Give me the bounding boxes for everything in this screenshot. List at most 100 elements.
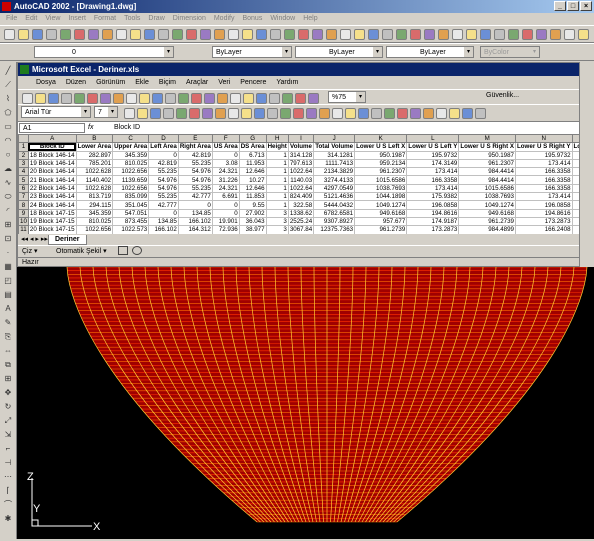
cell[interactable]: 1139.659	[112, 175, 150, 185]
point-tool-icon[interactable]: ·	[6, 248, 10, 257]
cell[interactable]: 6782.6581	[313, 208, 356, 218]
cell[interactable]: Lower U S Right X	[458, 142, 516, 152]
draw-menu[interactable]: Çiz ▾	[22, 248, 38, 255]
scale-tool-icon[interactable]: ⤢	[4, 416, 12, 425]
cell[interactable]: 1022.656	[75, 225, 114, 234]
redo-icon[interactable]	[144, 29, 155, 40]
cell[interactable]: 134.85	[148, 216, 179, 227]
cell[interactable]: 982.798	[571, 167, 579, 177]
cell[interactable]: 175.9382	[406, 192, 460, 202]
cell[interactable]: 1111.7413	[313, 158, 356, 169]
column-header[interactable]: N	[515, 134, 573, 144]
close-button[interactable]: ×	[580, 1, 592, 11]
cell[interactable]: 351.045	[112, 200, 150, 210]
design-center-icon[interactable]	[256, 29, 267, 40]
cell[interactable]: 950.1987	[458, 150, 516, 160]
properties-icon[interactable]	[242, 29, 253, 40]
cell[interactable]: 11.953	[238, 158, 267, 169]
copy-icon[interactable]	[382, 29, 393, 40]
move-tool-icon[interactable]: ✥	[4, 388, 12, 397]
select-all-corner[interactable]	[18, 134, 29, 144]
column-header[interactable]: O	[571, 134, 579, 144]
cell[interactable]: 173.414	[515, 158, 573, 169]
cell[interactable]: 1022.656	[112, 167, 150, 177]
bold-icon[interactable]	[423, 108, 434, 119]
cell[interactable]: 873.455	[112, 216, 150, 227]
cell[interactable]: 1049.1274	[354, 200, 408, 210]
lineweight-dropdown[interactable]: ByLayer ▾	[386, 46, 474, 58]
zoom-realtime-icon[interactable]	[200, 29, 211, 40]
cell[interactable]: 42.777	[177, 192, 213, 202]
cell[interactable]: 55.235	[177, 183, 213, 194]
cell[interactable]: 24.321	[211, 167, 240, 177]
cell[interactable]: 19 Block 146-14	[27, 158, 77, 169]
cell[interactable]: 195.9732	[515, 150, 573, 160]
cell[interactable]: 1022.628	[75, 183, 114, 194]
cell[interactable]: 0	[148, 208, 179, 218]
cell[interactable]: 22 Block 146-14	[27, 183, 77, 194]
font-color-icon[interactable]	[332, 108, 343, 119]
sort-asc-icon[interactable]	[230, 93, 241, 104]
help-icon[interactable]	[284, 29, 295, 40]
preview-icon[interactable]	[60, 29, 71, 40]
cell[interactable]: 835.099	[112, 192, 150, 202]
cell[interactable]: 1	[265, 167, 289, 177]
cell[interactable]: 54.976	[177, 167, 213, 177]
row-header[interactable]: 5	[18, 175, 29, 185]
cell[interactable]: 6.691	[211, 192, 240, 202]
save-icon[interactable]	[32, 29, 43, 40]
merge-icon[interactable]	[202, 108, 213, 119]
zoom-previous-icon[interactable]	[522, 29, 533, 40]
undo-icon[interactable]	[130, 29, 141, 40]
rotate-tool-icon[interactable]: ↻	[4, 402, 12, 411]
rectangle-tool-icon[interactable]: ▭	[4, 122, 12, 131]
cell[interactable]: US Area	[211, 142, 240, 152]
row-header[interactable]: 11	[18, 225, 29, 234]
cell[interactable]: Lower U S Right Y	[515, 142, 573, 152]
cell[interactable]: 166.3358	[515, 167, 573, 177]
italic-icon[interactable]	[436, 108, 447, 119]
cell[interactable]: Height	[265, 142, 289, 152]
save-icon[interactable]	[48, 93, 59, 104]
revision-cloud-tool-icon[interactable]: ☁	[4, 164, 12, 173]
cell[interactable]: 196.0858	[515, 200, 573, 210]
cell[interactable]: 55.235	[148, 167, 179, 177]
row-header[interactable]: 2	[18, 150, 29, 160]
column-header[interactable]: A	[27, 134, 77, 144]
cell[interactable]: 810.025	[75, 216, 114, 227]
underline-icon[interactable]	[449, 108, 460, 119]
maximize-button[interactable]: □	[567, 1, 579, 11]
menu-ekle[interactable]: Ekle	[135, 79, 149, 86]
cut-icon[interactable]	[74, 29, 85, 40]
column-header[interactable]: L	[406, 134, 460, 144]
layout-icon[interactable]	[384, 108, 395, 119]
style-icon[interactable]	[358, 108, 369, 119]
cell[interactable]: 961.2307	[458, 158, 516, 169]
cell[interactable]: 314.128	[287, 150, 315, 160]
color-dropdown[interactable]: ByLayer ▾	[212, 46, 292, 58]
cell[interactable]: 166.2408	[515, 225, 573, 234]
menu-modify[interactable]: Modify	[213, 15, 235, 22]
cell[interactable]: 9.55	[238, 200, 267, 210]
row-header[interactable]: 9	[18, 208, 29, 218]
row-header[interactable]: 8	[18, 200, 29, 210]
bold-icon[interactable]	[124, 108, 135, 119]
dec-decimal-icon[interactable]	[267, 108, 278, 119]
formula-input[interactable]: Block ID	[114, 124, 141, 131]
cell[interactable]: 19.901	[211, 216, 240, 227]
cell[interactable]: 55.235	[148, 192, 179, 202]
cell[interactable]: 959.2134	[354, 158, 408, 169]
cell[interactable]: 1	[265, 175, 289, 185]
cell[interactable]: 3.08	[211, 158, 240, 169]
insert-block-tool-icon[interactable]: ⊞	[4, 220, 12, 229]
zoom-window-icon[interactable]	[214, 29, 225, 40]
menu-yardim[interactable]: Yardım	[276, 79, 299, 86]
column-header[interactable]: C	[112, 134, 150, 144]
match-icon[interactable]	[410, 29, 421, 40]
borders-icon[interactable]	[306, 108, 317, 119]
extend-tool-icon[interactable]: ⊣	[4, 458, 12, 467]
grid-icon[interactable]	[371, 108, 382, 119]
cell[interactable]: 174.9187	[406, 216, 460, 227]
row-header[interactable]: 1	[18, 142, 29, 152]
polyline-tool-icon[interactable]: ⌇	[6, 94, 10, 103]
